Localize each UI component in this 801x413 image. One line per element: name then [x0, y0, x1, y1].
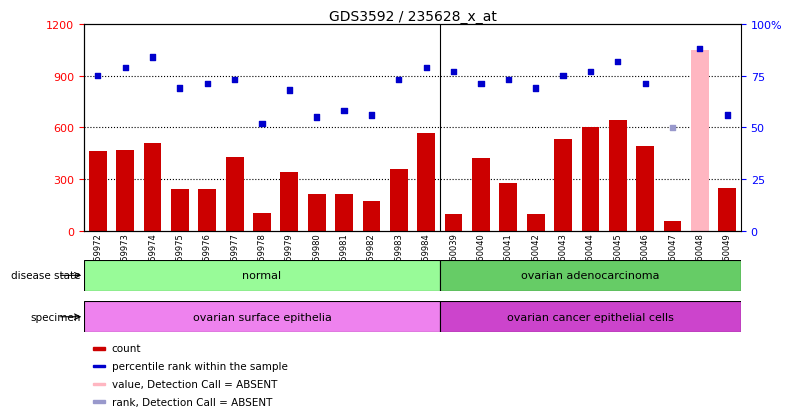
Bar	[253, 213, 271, 231]
Point	[584, 69, 597, 76]
Bar	[93, 382, 105, 385]
Bar	[93, 400, 105, 403]
Text: disease state: disease state	[11, 271, 81, 281]
Bar	[363, 201, 380, 231]
Point	[694, 46, 706, 53]
Point	[529, 85, 542, 92]
Bar	[472, 159, 490, 231]
Text: count: count	[111, 343, 141, 354]
Bar	[527, 214, 545, 231]
Point	[310, 114, 323, 121]
Text: percentile rank within the sample: percentile rank within the sample	[111, 361, 288, 371]
Point	[502, 77, 515, 84]
Point	[365, 112, 378, 119]
Bar	[390, 169, 408, 231]
Bar	[280, 173, 298, 231]
Bar	[226, 157, 244, 231]
Point	[474, 81, 487, 88]
Point	[638, 81, 651, 88]
Bar	[718, 188, 736, 231]
Point	[174, 85, 187, 92]
Point	[91, 73, 104, 80]
Bar	[636, 147, 654, 231]
Bar	[84, 301, 440, 332]
Text: specimen: specimen	[30, 312, 81, 322]
Bar	[116, 150, 134, 231]
Bar	[499, 183, 517, 231]
Bar	[199, 189, 216, 231]
Bar	[440, 301, 741, 332]
Bar	[84, 260, 440, 291]
Point	[201, 81, 214, 88]
Bar	[93, 347, 105, 350]
Point	[666, 125, 679, 131]
Point	[146, 55, 159, 61]
Bar	[663, 222, 682, 231]
Bar	[417, 133, 435, 231]
Bar	[609, 121, 626, 231]
Point	[420, 65, 433, 71]
Point	[256, 121, 268, 127]
Text: ovarian surface epithelia: ovarian surface epithelia	[192, 312, 332, 322]
Text: value, Detection Call = ABSENT: value, Detection Call = ABSENT	[111, 379, 277, 389]
Bar	[171, 190, 189, 231]
Bar	[308, 194, 326, 231]
Point	[119, 65, 131, 71]
Title: GDS3592 / 235628_x_at: GDS3592 / 235628_x_at	[328, 10, 497, 24]
Point	[611, 59, 624, 65]
Point	[283, 88, 296, 94]
Bar	[143, 144, 162, 231]
Bar	[93, 365, 105, 368]
Text: ovarian adenocarcinoma: ovarian adenocarcinoma	[521, 271, 660, 281]
Point	[447, 69, 460, 76]
Bar	[89, 152, 107, 231]
Text: normal: normal	[243, 271, 282, 281]
Text: rank, Detection Call = ABSENT: rank, Detection Call = ABSENT	[111, 396, 272, 406]
Bar	[335, 194, 353, 231]
Bar	[445, 214, 462, 231]
Point	[338, 108, 351, 115]
Text: ovarian cancer epithelial cells: ovarian cancer epithelial cells	[507, 312, 674, 322]
Point	[228, 77, 241, 84]
Point	[557, 73, 570, 80]
Bar	[440, 260, 741, 291]
Bar	[582, 128, 599, 231]
Point	[721, 112, 734, 119]
Bar	[691, 51, 709, 231]
Bar	[554, 140, 572, 231]
Point	[392, 77, 405, 84]
